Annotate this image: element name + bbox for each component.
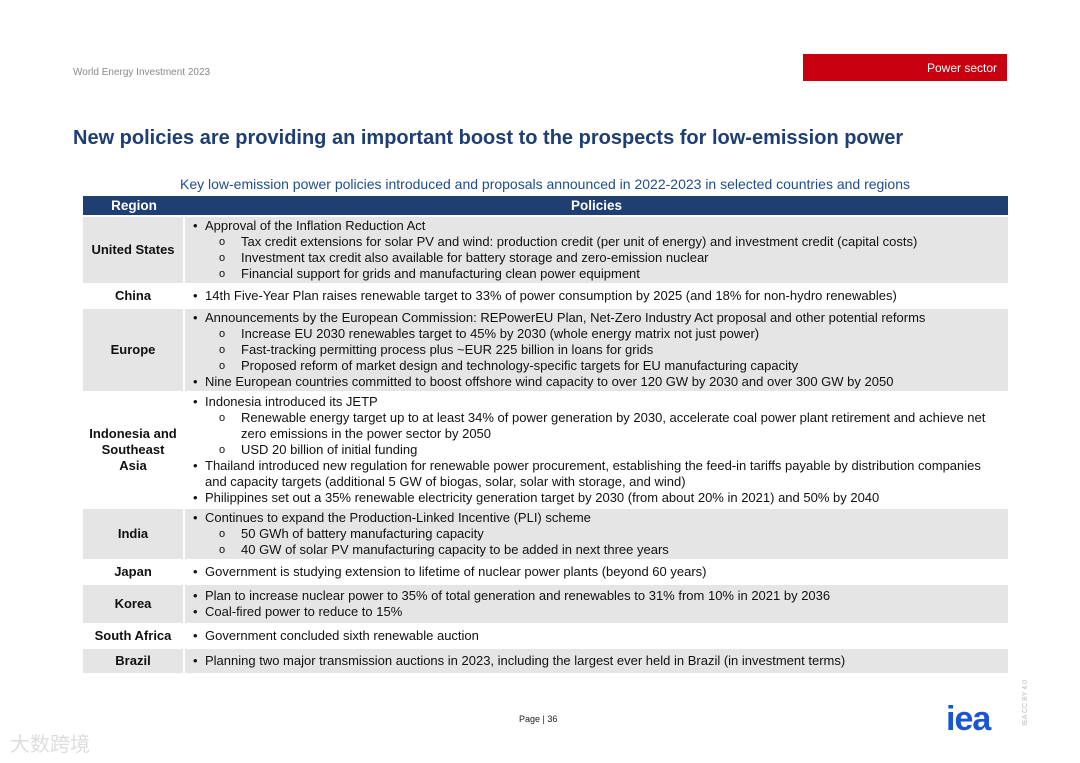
policy-item: Fast-tracking permitting process plus ~E… <box>189 342 1004 358</box>
table-caption: Key low-emission power policies introduc… <box>179 176 910 192</box>
table-row: United StatesApproval of the Inflation R… <box>83 217 1008 283</box>
policy-item: Announcements by the European Commission… <box>189 310 1004 326</box>
policies-cell: Approval of the Inflation Reduction ActT… <box>185 217 1008 283</box>
policy-item: Planning two major transmission auctions… <box>189 653 1004 669</box>
region-cell: United States <box>83 217 185 283</box>
watermark: 大数跨境 <box>10 734 90 756</box>
policy-item: Renewable energy target up to at least 3… <box>189 410 1004 442</box>
region-cell: Japan <box>83 561 185 583</box>
policy-item: 40 GW of solar PV manufacturing capacity… <box>189 542 1004 558</box>
page-number: Page | 36 <box>519 714 558 724</box>
policy-item: Proposed reform of market design and tec… <box>189 358 1004 374</box>
page-title: New policies are providing an important … <box>73 127 904 149</box>
region-cell: India <box>83 509 185 559</box>
table-row: BrazilPlanning two major transmission au… <box>83 649 1008 673</box>
table-row: EuropeAnnouncements by the European Comm… <box>83 309 1008 391</box>
policies-cell: Continues to expand the Production-Linke… <box>185 509 1008 559</box>
section-badge: Power sector <box>803 54 1007 81</box>
region-cell: Indonesia and Southeast Asia <box>83 393 185 507</box>
iea-logo: iea <box>946 700 991 738</box>
table-row: IndiaContinues to expand the Production-… <box>83 509 1008 559</box>
policy-item: Coal-fired power to reduce to 15% <box>189 604 1004 620</box>
policy-item: 50 GWh of battery manufacturing capacity <box>189 526 1004 542</box>
policy-item: Government is studying extension to life… <box>189 564 1004 580</box>
policies-cell: Planning two major transmission auctions… <box>185 649 1008 673</box>
table-row: KoreaPlan to increase nuclear power to 3… <box>83 585 1008 623</box>
policies-cell: Announcements by the European Commission… <box>185 309 1008 391</box>
report-name: World Energy Investment 2023 <box>73 67 211 78</box>
policy-item: Plan to increase nuclear power to 35% of… <box>189 588 1004 604</box>
table-row: South AfricaGovernment concluded sixth r… <box>83 625 1008 647</box>
policies-cell: Indonesia introduced its JETPRenewable e… <box>185 393 1008 507</box>
policies-cell: 14th Five-Year Plan raises renewable tar… <box>185 285 1008 307</box>
policy-item: Investment tax credit also available for… <box>189 250 1004 266</box>
column-header-policies: Policies <box>185 196 1008 215</box>
policy-item: Approval of the Inflation Reduction Act <box>189 218 1004 234</box>
region-cell: Korea <box>83 585 185 623</box>
policies-cell: Government is studying extension to life… <box>185 561 1008 583</box>
region-cell: Europe <box>83 309 185 391</box>
policy-item: Financial support for grids and manufact… <box>189 266 1004 282</box>
table-row: China14th Five-Year Plan raises renewabl… <box>83 285 1008 307</box>
policies-cell: Plan to increase nuclear power to 35% of… <box>185 585 1008 623</box>
region-cell: South Africa <box>83 625 185 647</box>
policy-table: Region Policies United StatesApproval of… <box>83 194 1008 675</box>
policy-item: Nine European countries committed to boo… <box>189 374 1004 390</box>
policy-item: Increase EU 2030 renewables target to 45… <box>189 326 1004 342</box>
license-text: IEA CC BY 4.0 <box>1022 680 1029 726</box>
policy-item: Tax credit extensions for solar PV and w… <box>189 234 1004 250</box>
region-cell: Brazil <box>83 649 185 673</box>
policy-item: 14th Five-Year Plan raises renewable tar… <box>189 288 1004 304</box>
policy-item: Government concluded sixth renewable auc… <box>189 628 1004 644</box>
policy-item: Thailand introduced new regulation for r… <box>189 458 1004 490</box>
column-header-region: Region <box>83 196 185 215</box>
table-row: JapanGovernment is studying extension to… <box>83 561 1008 583</box>
policy-item: USD 20 billion of initial funding <box>189 442 1004 458</box>
table-row: Indonesia and Southeast AsiaIndonesia in… <box>83 393 1008 507</box>
region-cell: China <box>83 285 185 307</box>
policy-item: Indonesia introduced its JETP <box>189 394 1004 410</box>
policy-item: Philippines set out a 35% renewable elec… <box>189 490 1004 506</box>
policy-item: Continues to expand the Production-Linke… <box>189 510 1004 526</box>
policies-cell: Government concluded sixth renewable auc… <box>185 625 1008 647</box>
